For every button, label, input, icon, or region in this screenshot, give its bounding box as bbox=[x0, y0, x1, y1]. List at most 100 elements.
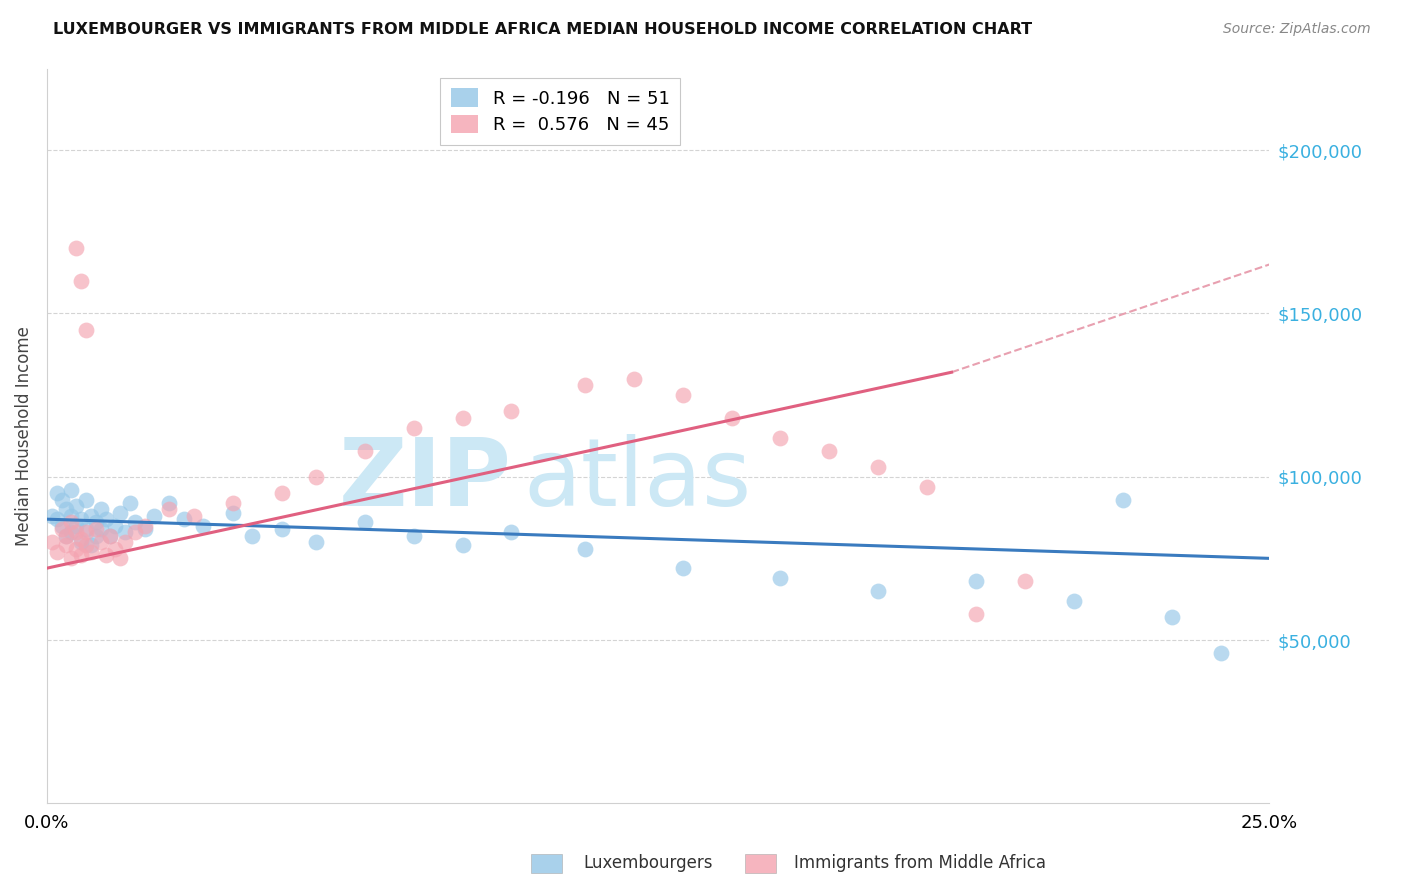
Text: LUXEMBOURGER VS IMMIGRANTS FROM MIDDLE AFRICA MEDIAN HOUSEHOLD INCOME CORRELATIO: LUXEMBOURGER VS IMMIGRANTS FROM MIDDLE A… bbox=[53, 22, 1032, 37]
Point bbox=[623, 372, 645, 386]
Point bbox=[100, 528, 122, 542]
Point bbox=[65, 499, 87, 513]
Point bbox=[720, 411, 742, 425]
Point bbox=[84, 528, 107, 542]
Point bbox=[868, 584, 890, 599]
Point bbox=[41, 535, 63, 549]
Point bbox=[70, 532, 93, 546]
Point bbox=[574, 378, 596, 392]
Point bbox=[818, 443, 841, 458]
Point bbox=[402, 528, 425, 542]
Point bbox=[60, 516, 83, 530]
Point bbox=[70, 548, 93, 562]
Point bbox=[222, 496, 245, 510]
Point bbox=[70, 274, 93, 288]
Point bbox=[134, 522, 156, 536]
Point bbox=[45, 545, 67, 559]
Point bbox=[240, 528, 263, 542]
Point bbox=[60, 483, 83, 497]
Point bbox=[157, 496, 180, 510]
Legend: R = -0.196   N = 51, R =  0.576   N = 45: R = -0.196 N = 51, R = 0.576 N = 45 bbox=[440, 78, 681, 145]
Point bbox=[671, 561, 693, 575]
Point bbox=[51, 522, 73, 536]
Point bbox=[90, 535, 112, 549]
Point bbox=[80, 508, 103, 523]
Point bbox=[157, 502, 180, 516]
Point bbox=[55, 528, 77, 542]
Text: Luxembourgers: Luxembourgers bbox=[583, 855, 713, 872]
Point bbox=[84, 516, 107, 530]
Text: Source: ZipAtlas.com: Source: ZipAtlas.com bbox=[1223, 22, 1371, 37]
Point bbox=[1112, 492, 1135, 507]
Point bbox=[1160, 610, 1182, 624]
Point bbox=[769, 571, 792, 585]
Point bbox=[124, 516, 146, 530]
Point bbox=[305, 535, 328, 549]
Point bbox=[75, 522, 97, 536]
Point bbox=[173, 512, 195, 526]
Point bbox=[270, 486, 292, 500]
Point bbox=[1063, 594, 1085, 608]
Point bbox=[1014, 574, 1036, 589]
Point bbox=[55, 528, 77, 542]
Point bbox=[110, 551, 132, 566]
Text: atlas: atlas bbox=[523, 434, 752, 526]
Point bbox=[65, 241, 87, 255]
Point bbox=[55, 502, 77, 516]
Point bbox=[118, 496, 141, 510]
Point bbox=[84, 522, 107, 536]
Point bbox=[104, 541, 127, 556]
Point bbox=[60, 551, 83, 566]
Point bbox=[45, 512, 67, 526]
Point bbox=[769, 431, 792, 445]
Point bbox=[75, 492, 97, 507]
Point bbox=[114, 535, 136, 549]
Point bbox=[55, 538, 77, 552]
Point bbox=[451, 538, 474, 552]
Point bbox=[114, 525, 136, 540]
Point bbox=[965, 574, 987, 589]
Point bbox=[353, 516, 375, 530]
Point bbox=[104, 518, 127, 533]
Point bbox=[60, 525, 83, 540]
Point bbox=[671, 388, 693, 402]
Point bbox=[65, 541, 87, 556]
Text: ZIP: ZIP bbox=[339, 434, 512, 526]
Point bbox=[90, 522, 112, 536]
Point bbox=[80, 545, 103, 559]
Point bbox=[305, 469, 328, 483]
Point bbox=[51, 492, 73, 507]
Point bbox=[451, 411, 474, 425]
Point bbox=[222, 506, 245, 520]
Point bbox=[124, 525, 146, 540]
Point bbox=[110, 506, 132, 520]
Point bbox=[183, 508, 205, 523]
Point bbox=[75, 525, 97, 540]
Point bbox=[70, 535, 93, 549]
Point bbox=[51, 518, 73, 533]
Point bbox=[353, 443, 375, 458]
Point bbox=[193, 518, 215, 533]
Point bbox=[270, 522, 292, 536]
Point bbox=[75, 538, 97, 552]
Point bbox=[80, 538, 103, 552]
Point bbox=[965, 607, 987, 621]
Point bbox=[60, 508, 83, 523]
Point bbox=[65, 518, 87, 533]
Point bbox=[41, 508, 63, 523]
Point bbox=[143, 508, 166, 523]
Point bbox=[501, 525, 523, 540]
Point bbox=[402, 421, 425, 435]
Point bbox=[100, 528, 122, 542]
Point bbox=[45, 486, 67, 500]
Point bbox=[94, 512, 117, 526]
Point bbox=[868, 459, 890, 474]
Point bbox=[70, 512, 93, 526]
Point bbox=[574, 541, 596, 556]
Point bbox=[501, 404, 523, 418]
Point bbox=[134, 518, 156, 533]
Point bbox=[90, 502, 112, 516]
Point bbox=[1209, 646, 1232, 660]
Y-axis label: Median Household Income: Median Household Income bbox=[15, 326, 32, 546]
Point bbox=[65, 525, 87, 540]
